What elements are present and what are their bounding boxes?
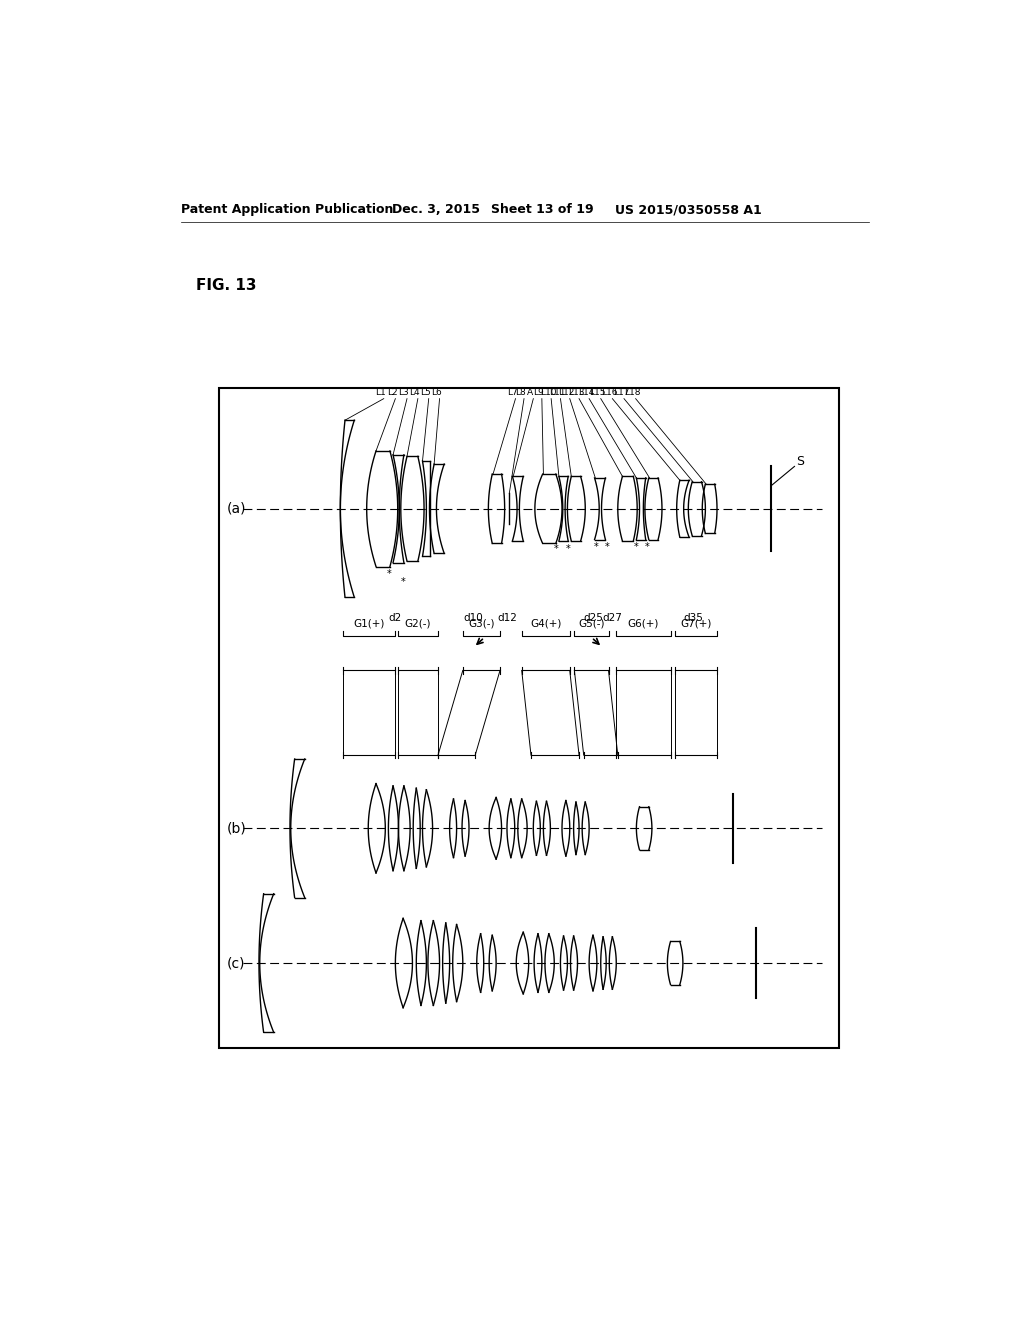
Text: G3(-): G3(-) — [468, 618, 495, 628]
Text: d2: d2 — [389, 612, 402, 623]
Text: L12: L12 — [558, 388, 574, 397]
Text: (a): (a) — [226, 502, 246, 516]
Text: Sheet 13 of 19: Sheet 13 of 19 — [490, 203, 593, 216]
Text: *: * — [633, 543, 638, 552]
Text: d35: d35 — [684, 612, 703, 623]
Text: L14: L14 — [578, 388, 594, 397]
Text: L8: L8 — [515, 388, 526, 397]
Text: US 2015/0350558 A1: US 2015/0350558 A1 — [614, 203, 762, 216]
Text: *: * — [387, 569, 391, 579]
Text: FIG. 13: FIG. 13 — [197, 277, 257, 293]
Text: *: * — [594, 543, 598, 552]
Text: L5: L5 — [420, 388, 431, 397]
Text: L9: L9 — [534, 388, 544, 397]
Text: d25: d25 — [583, 612, 603, 623]
Text: d27: d27 — [602, 612, 623, 623]
Text: L15: L15 — [590, 388, 606, 397]
Text: (b): (b) — [226, 821, 246, 836]
Text: G2(-): G2(-) — [404, 618, 431, 628]
Text: G5(-): G5(-) — [579, 618, 605, 628]
Text: L1: L1 — [375, 388, 386, 397]
Text: L3: L3 — [398, 388, 410, 397]
Text: L13: L13 — [567, 388, 585, 397]
Text: d10: d10 — [463, 612, 482, 623]
Text: L10: L10 — [540, 388, 556, 397]
Text: L7: L7 — [507, 388, 518, 397]
Text: A: A — [527, 388, 534, 397]
Text: *: * — [566, 544, 570, 554]
Text: G6(+): G6(+) — [628, 618, 659, 628]
Text: Patent Application Publication: Patent Application Publication — [180, 203, 393, 216]
Text: *: * — [554, 544, 559, 554]
Text: L11: L11 — [549, 388, 565, 397]
Text: d12: d12 — [498, 612, 518, 623]
Text: G7(+): G7(+) — [680, 618, 712, 628]
Bar — [219, 388, 840, 1048]
Text: G1(+): G1(+) — [353, 618, 385, 628]
Text: Dec. 3, 2015: Dec. 3, 2015 — [391, 203, 479, 216]
Text: L6: L6 — [431, 388, 441, 397]
Text: *: * — [645, 543, 649, 552]
Text: *: * — [604, 543, 609, 552]
Text: (c): (c) — [226, 956, 245, 970]
Text: L17: L17 — [612, 388, 629, 397]
Text: S: S — [796, 454, 804, 467]
Text: L2: L2 — [387, 388, 397, 397]
Text: G4(+): G4(+) — [530, 618, 561, 628]
Text: L4: L4 — [410, 388, 420, 397]
Text: *: * — [400, 577, 406, 587]
Text: L16: L16 — [601, 388, 617, 397]
Text: L18: L18 — [625, 388, 641, 397]
